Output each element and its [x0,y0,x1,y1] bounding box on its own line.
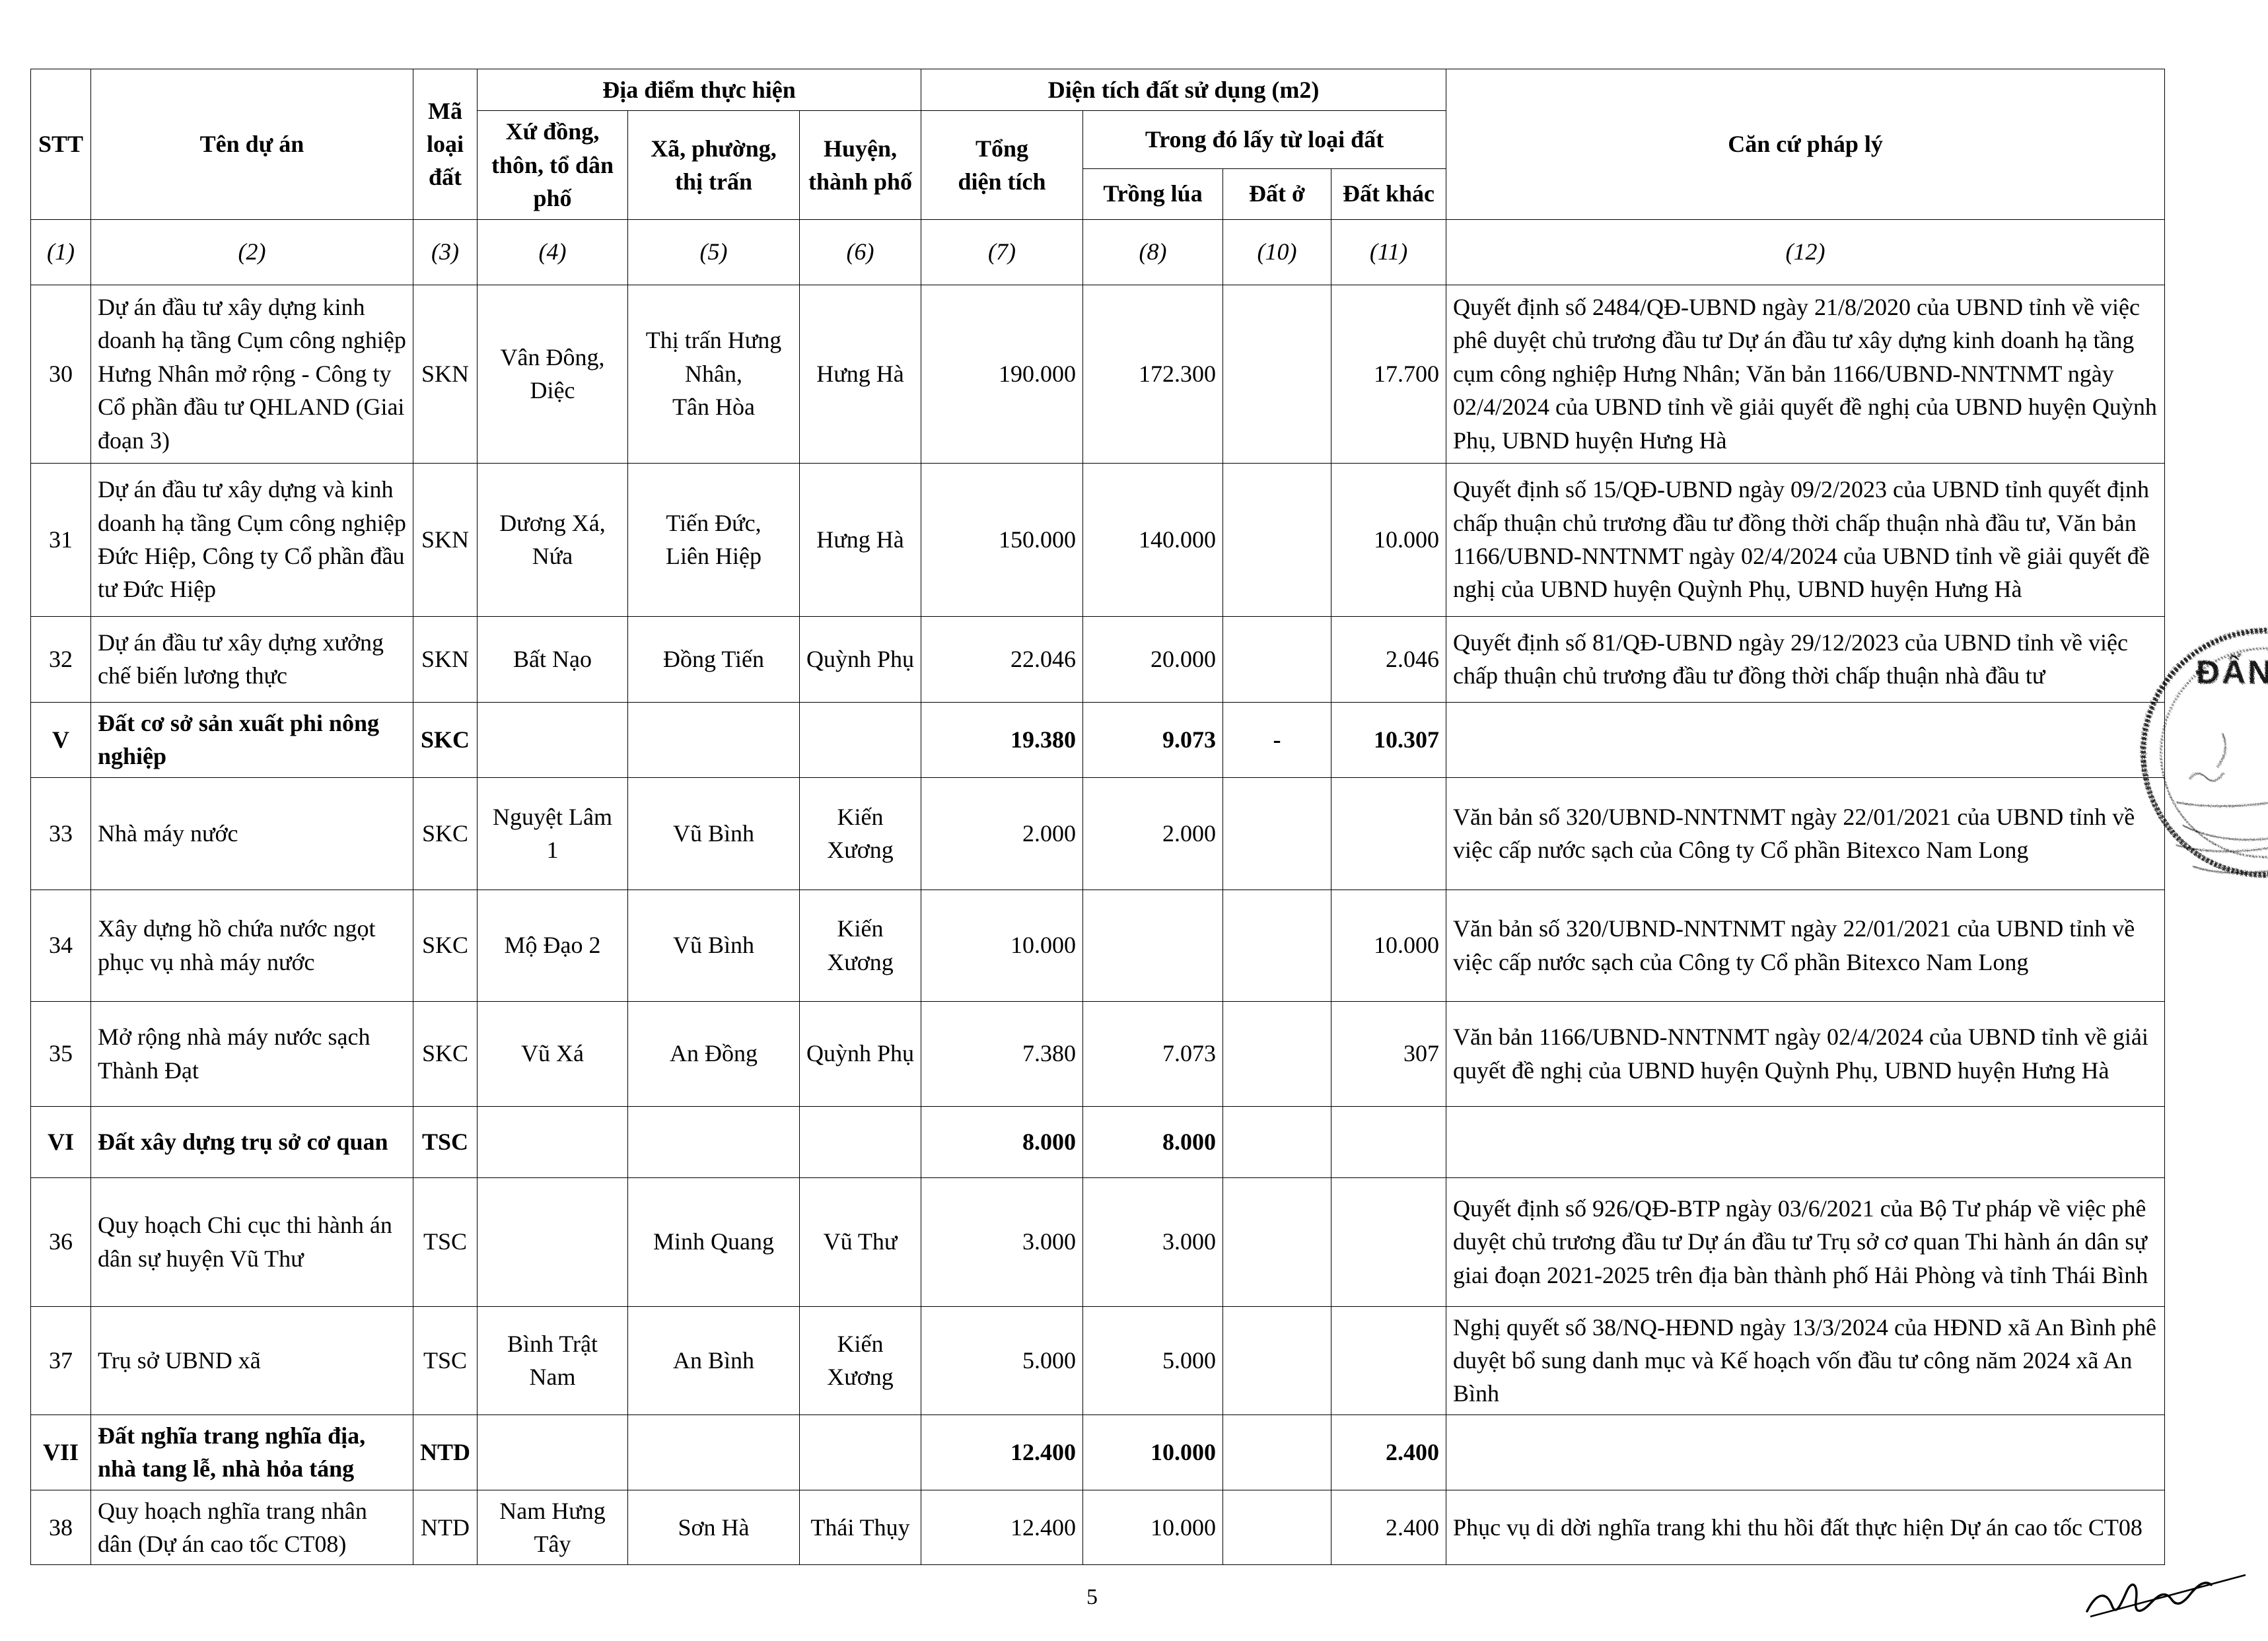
svg-text:ĐẤN: ĐẤN [2196,654,2268,691]
